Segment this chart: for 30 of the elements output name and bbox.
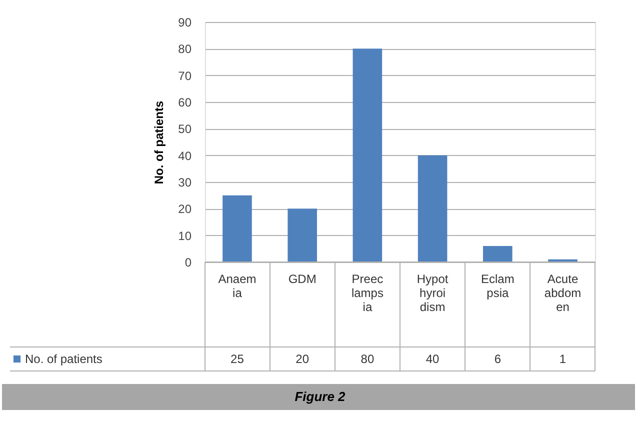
bar	[483, 246, 512, 262]
x-tick-label: Hypothyroidism	[416, 272, 449, 314]
legend-label: No. of patients	[25, 352, 102, 366]
data-label: 25	[230, 352, 244, 366]
bar	[288, 208, 317, 262]
bar	[418, 155, 448, 262]
y-tick-label: 20	[178, 202, 192, 216]
bar	[352, 48, 382, 262]
y-tick-label: 80	[178, 42, 192, 56]
bar	[222, 195, 252, 262]
data-label: 6	[494, 352, 502, 366]
y-tick-label: 40	[178, 148, 192, 163]
y-tick-label: 0	[184, 256, 192, 270]
x-tick-label: GDM	[288, 272, 316, 286]
data-label: 1	[559, 352, 566, 366]
y-tick-label: 10	[178, 228, 192, 243]
caption: Figure 2	[294, 389, 346, 404]
y-tick-label: 70	[178, 68, 192, 83]
y-tick-label: 60	[178, 96, 192, 110]
x-tick-label: Preeclampsia	[351, 272, 384, 314]
data-label: 40	[426, 352, 440, 366]
y-tick-label: 30	[178, 176, 192, 190]
y-tick-label: 90	[178, 16, 192, 30]
x-tick-label: Anaemia	[218, 272, 256, 300]
data-label: 20	[296, 352, 310, 366]
y-tick-label: 50	[178, 122, 192, 136]
x-tick-label: Acute abdomen	[544, 272, 582, 314]
x-tick-label: Eclampsia	[480, 272, 514, 300]
y-axis-title: No. of patients	[152, 100, 166, 184]
data-label: 80	[360, 352, 374, 366]
